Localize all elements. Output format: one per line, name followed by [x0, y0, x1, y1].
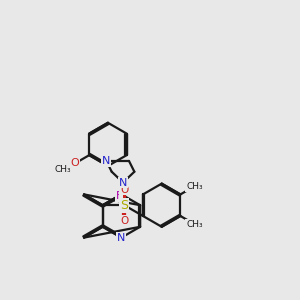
Text: O: O	[120, 184, 128, 195]
Text: F: F	[116, 191, 122, 201]
Text: CH₃: CH₃	[54, 165, 71, 174]
Text: O: O	[120, 216, 128, 226]
Text: O: O	[71, 158, 80, 168]
Text: CH₃: CH₃	[186, 182, 203, 191]
Text: N: N	[102, 156, 110, 166]
Text: N: N	[117, 232, 126, 243]
Text: CH₃: CH₃	[186, 220, 203, 229]
Text: N: N	[119, 178, 127, 188]
Text: S: S	[120, 199, 128, 212]
